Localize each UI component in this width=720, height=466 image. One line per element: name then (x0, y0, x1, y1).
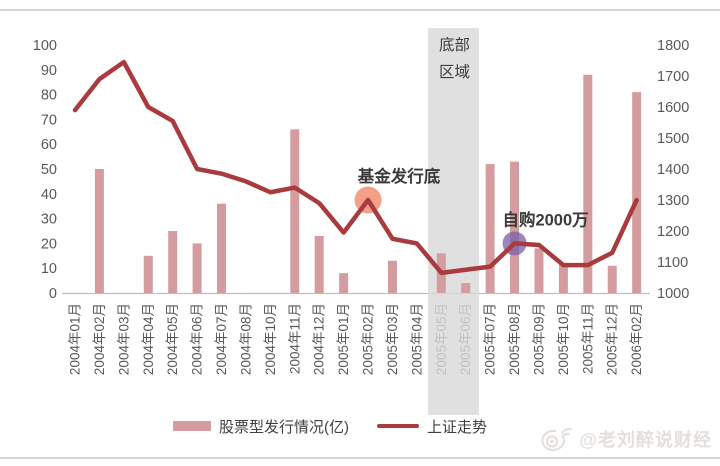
chart-legend: 股票型发行情况(亿) 上证走势 (0, 413, 660, 439)
weibo-icon (541, 427, 573, 451)
line-series-swatch (376, 424, 419, 428)
bar (143, 255, 153, 293)
x-axis-tick-label: 2004年12月 (312, 303, 327, 375)
line-series-label: 上证走势 (426, 418, 487, 436)
x-axis-tick-label: 2005年03月 (385, 303, 400, 375)
bar (192, 243, 202, 293)
x-axis-tick-label: 2006年02月 (629, 303, 644, 375)
bar (461, 283, 471, 293)
left-axis-tick-label: 20 (41, 236, 57, 252)
x-axis-tick-label: 2005年08月 (507, 303, 522, 375)
right-axis-tick-label: 1700 (657, 69, 689, 85)
x-axis-tick-label: 2005年04月 (409, 303, 424, 375)
bar (339, 273, 349, 293)
right-axis-tick-label: 1100 (657, 255, 688, 271)
right-axis-tick-label: 1000 (657, 286, 689, 302)
left-axis-tick-label: 40 (41, 187, 57, 203)
bar (314, 235, 324, 293)
bottom-border-line (0, 457, 720, 459)
left-axis-tick-label: 90 (41, 63, 57, 79)
left-axis-tick-label: 50 (41, 162, 57, 178)
bar (607, 265, 617, 293)
x-axis-tick-label: 2004年06月 (190, 303, 205, 375)
x-axis-tick-label: 2004年11月 (287, 303, 302, 374)
legend-item-bar-series: 股票型发行情况(亿) (172, 416, 349, 437)
annotation-label: 基金发行底 (358, 166, 441, 186)
x-axis-labels: 2004年01月 2004年02月 2004年03月 2004年04月 2004年05月… (68, 303, 645, 375)
bar (583, 74, 593, 293)
right-axis-tick-label: 1200 (657, 224, 689, 240)
bar (632, 92, 642, 294)
left-axis-tick-label: 100 (33, 38, 57, 54)
x-axis-tick-label: 2005年09月 (531, 303, 546, 375)
left-axis-labels: 0 10 20 30 40 50 60 70 80 90 100 (33, 38, 57, 302)
bar (510, 161, 520, 293)
right-axis-tick-label: 1300 (657, 193, 689, 209)
annotation-label: 自购2000万 (502, 209, 588, 229)
bar-series-label: 股票型发行情况(亿) (218, 418, 349, 436)
x-axis-tick-label: 2004年01月 (68, 303, 83, 375)
left-axis-tick-label: 70 (41, 112, 57, 128)
bar (485, 164, 495, 293)
watermark: @老刘醉说财经 (539, 424, 712, 454)
left-axis-tick-label: 0 (49, 286, 57, 302)
bar (534, 248, 544, 293)
x-axis-tick-label: 2005年10月 (556, 303, 571, 375)
right-axis-tick-label: 1500 (657, 131, 689, 147)
x-axis-tick-label: 2005年02月 (361, 303, 376, 375)
legend-item-line-series: 上证走势 (376, 416, 487, 437)
right-axis-tick-label: 1800 (657, 38, 689, 54)
left-axis-tick-label: 30 (41, 212, 57, 228)
bar (168, 231, 178, 293)
bar-series-swatch (172, 421, 211, 431)
bar (387, 260, 397, 293)
x-axis-tick-label: 2005年12月 (605, 303, 620, 375)
x-axis-tick-label: 2004年08月 (238, 303, 253, 375)
right-axis-labels: 1000 1100 1200 1300 1400 1500 1600 1700 1800 (657, 38, 689, 302)
left-axis-tick-label: 60 (41, 137, 57, 153)
x-axis-tick-label: 2004年05月 (165, 303, 180, 375)
watermark-text: @老刘醉说财经 (579, 430, 712, 450)
x-axis-tick-label: 2004年10月 (263, 303, 278, 375)
right-axis-tick-label: 1600 (657, 100, 689, 116)
top-border-line (0, 9, 720, 11)
line-series (72, 59, 639, 276)
right-axis-tick-label: 1400 (657, 162, 689, 178)
x-axis-tick-label: 2005年01月 (336, 303, 351, 375)
left-axis-tick-label: 80 (41, 88, 57, 104)
bar (217, 203, 227, 293)
x-axis-tick-label: 2004年02月 (92, 303, 107, 375)
x-axis-tick-label: 2004年04月 (141, 303, 156, 375)
x-axis-tick-label: 2005年11月 (580, 303, 595, 374)
band-label-line: 区域 (439, 63, 470, 81)
bar (94, 169, 104, 293)
x-axis-tick-label: 2004年07月 (214, 303, 229, 375)
bar (558, 263, 568, 293)
band-label-line: 底部 (439, 36, 470, 54)
x-axis-tick-label: 2004年03月 (116, 303, 131, 375)
bar (290, 129, 300, 293)
bottom-area-band (428, 28, 479, 415)
left-axis-tick-label: 10 (41, 261, 57, 277)
x-axis-tick-label: 2005年07月 (483, 303, 498, 375)
